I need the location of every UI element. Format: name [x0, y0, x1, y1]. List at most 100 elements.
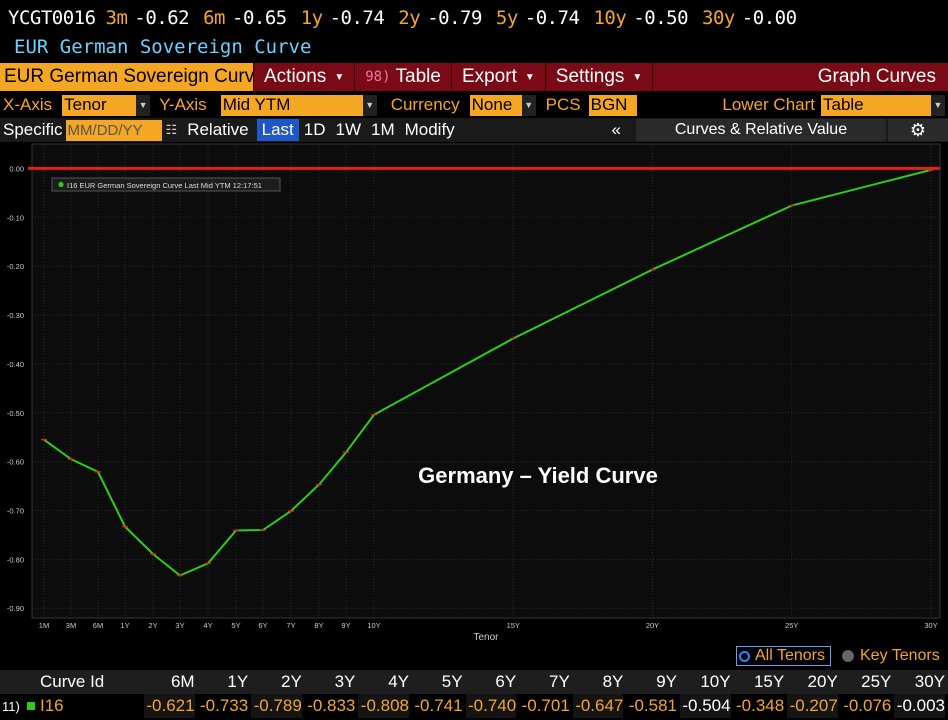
y-axis-dropdown[interactable]: Mid YTM ▼	[220, 94, 377, 116]
tenor-header-9Y: 9Y	[656, 672, 677, 691]
last-button[interactable]: Last	[256, 119, 299, 141]
legend-box	[51, 177, 281, 192]
ticker-tenor: 5y	[495, 7, 518, 29]
date-placeholder: MM/DD/YY	[67, 121, 143, 139]
lower-chart-dropdown[interactable]: Table ▼	[821, 94, 945, 116]
tenor-header-25Y: 25Y	[861, 672, 892, 691]
x-tick-label: 4Y	[203, 621, 212, 630]
x-tick-label: 8Y	[314, 621, 323, 630]
x-tick-label: 1M	[39, 621, 49, 630]
x-tick-label: 25Y	[785, 621, 798, 630]
settings-menu[interactable]: Settings ▼	[544, 63, 653, 91]
tenor-header-6M: 6M	[170, 672, 195, 691]
value-cell-5Y: -0.741	[414, 696, 463, 715]
x-axis-ticks: 1M 3M 6M 1Y 2Y 3Y 4Y 5Y 6Y 7Y 8Y 9Y 10Y 15Y 20Y 25Y 30Y	[39, 621, 938, 630]
value-cell-30Y: -0.003	[894, 694, 945, 718]
tenor-header-30Y: 30Y	[914, 672, 945, 691]
dropdown-arrow-icon[interactable]: ▼	[521, 94, 536, 116]
y-axis-value: Mid YTM	[222, 95, 291, 114]
value-cell-8Y: -0.647	[572, 694, 624, 718]
y-tick-label: -0.30	[7, 311, 24, 320]
x-tick-label: 6Y	[258, 621, 267, 630]
key-tenors-option[interactable]: Key Tenors	[842, 646, 940, 666]
currency-dropdown[interactable]: None ▼	[469, 94, 536, 116]
relative-label: Relative	[187, 120, 249, 139]
curve-selector[interactable]: EUR German Sovereign Curve	[0, 63, 253, 91]
x-axis-label: X-Axis	[3, 95, 53, 114]
value-cell-7Y: -0.701	[521, 696, 570, 715]
y-tick-label: -0.50	[7, 409, 24, 418]
yield-curve-chart: 0.00 -0.10 -0.20 -0.30 -0.40 -0.50 -0.60 -0.70 -…	[0, 142, 948, 643]
x-axis-dropdown[interactable]: Tenor ▼	[62, 94, 151, 116]
pcs-field[interactable]: BGN	[588, 94, 637, 116]
ticker-tenor: 10y	[593, 7, 627, 29]
caret-down-icon: ▼	[524, 71, 535, 83]
y-tick-label: -0.60	[7, 458, 24, 467]
tenor-header-6Y: 6Y	[495, 672, 517, 691]
calendar-icon[interactable]: ☷	[165, 122, 178, 137]
row-number: 11)	[2, 698, 20, 714]
x-tick-label: 3Y	[175, 621, 184, 630]
menu-bar: EUR German Sovereign Curve Actions ▼ 98)…	[0, 63, 948, 91]
caret-down-icon: ▼	[632, 71, 643, 83]
y-tick-label: -0.10	[7, 213, 24, 222]
all-tenors-label: All Tenors	[755, 647, 825, 664]
lower-chart-label: Lower Chart	[722, 95, 815, 114]
y-axis-ticks: 0.00 -0.10 -0.20 -0.30 -0.40 -0.50 -0.60 -0.70 -…	[7, 164, 24, 613]
settings-label: Settings	[555, 66, 625, 87]
x-tick-label: 10Y	[367, 621, 380, 630]
value-cell-10Y: -0.504	[680, 694, 731, 718]
1d-button[interactable]: 1D	[303, 120, 326, 139]
tenor-header-2Y: 2Y	[280, 672, 302, 691]
modify-button[interactable]: Modify	[404, 120, 455, 139]
series-points	[41, 169, 934, 577]
dropdown-arrow-icon[interactable]: ▼	[136, 94, 151, 116]
collapse-panel-button[interactable]: «	[611, 120, 621, 139]
curve-subtitle: EUR German Sovereign Curve	[14, 36, 312, 58]
table-row[interactable]: 11) I16 -0.621 -0.733 -0.789 -0.833 -0.808 -0.7…	[0, 694, 948, 720]
date-settings-bar: Specific MM/DD/YY ☷ Relative Last 1D 1W …	[0, 118, 948, 142]
value-cell-4Y: -0.808	[358, 694, 409, 718]
dropdown-arrow-icon[interactable]: ▼	[362, 94, 377, 116]
x-tick-label: 6M	[93, 621, 103, 630]
table-shortcut-number: 98)	[365, 69, 391, 85]
ticker-tenor: 2y	[398, 7, 421, 29]
x-tick-label: 30Y	[924, 621, 937, 630]
ticker-value: -0.50	[633, 7, 689, 29]
pcs-label: PCS	[545, 95, 581, 114]
axes-settings-bar: X-Axis Tenor ▼ Y-Axis Mid YTM ▼ Currency…	[0, 93, 948, 117]
all-tenors-option[interactable]: All Tenors	[736, 646, 831, 666]
value-cell-25Y: -0.076	[843, 696, 892, 715]
actions-menu[interactable]: Actions ▼	[253, 63, 354, 91]
export-label: Export	[461, 66, 517, 87]
y-tick-label: -0.70	[7, 506, 24, 515]
y-tick-label: -0.80	[7, 555, 24, 564]
ticker-code: YCGT0016	[8, 7, 96, 29]
1m-button[interactable]: 1M	[370, 120, 395, 139]
legend-label: I16 EUR German Sovereign Curve Last Mid …	[67, 181, 262, 190]
export-menu[interactable]: Export ▼	[450, 63, 545, 91]
value-cell-1Y: -0.733	[199, 696, 249, 715]
ticker-value: -0.74	[524, 7, 580, 29]
date-input[interactable]: MM/DD/YY	[65, 119, 162, 141]
1w-button[interactable]: 1W	[335, 120, 361, 139]
tenor-header-1Y: 1Y	[227, 672, 249, 691]
tenor-header-7Y: 7Y	[548, 672, 570, 691]
ticker-value: -0.65	[232, 7, 287, 29]
table-label: Table	[395, 66, 441, 87]
ticker-tenor: 6m	[203, 7, 225, 29]
table-button[interactable]: 98) Table	[354, 63, 451, 91]
x-axis-value: Tenor	[64, 95, 107, 114]
radio-selected-icon	[739, 650, 750, 662]
x-tick-label: 3M	[66, 621, 76, 630]
radio-unselected-icon	[842, 650, 854, 662]
dropdown-arrow-icon[interactable]: ▼	[931, 94, 945, 116]
ticker-tenor: 1y	[300, 7, 323, 29]
gear-icon[interactable]: ⚙	[888, 119, 948, 141]
ticker-tenor: 3m	[105, 7, 128, 29]
ticker-bar: YCGT0016 3m -0.62 6m -0.65 1y -0.74 2y -…	[0, 0, 948, 36]
legend: I16 EUR German Sovereign Curve Last Mid …	[51, 177, 281, 192]
tenor-header-3Y: 3Y	[334, 672, 356, 691]
x-tick-label: 15Y	[507, 621, 520, 630]
key-tenors-label: Key Tenors	[860, 647, 940, 664]
